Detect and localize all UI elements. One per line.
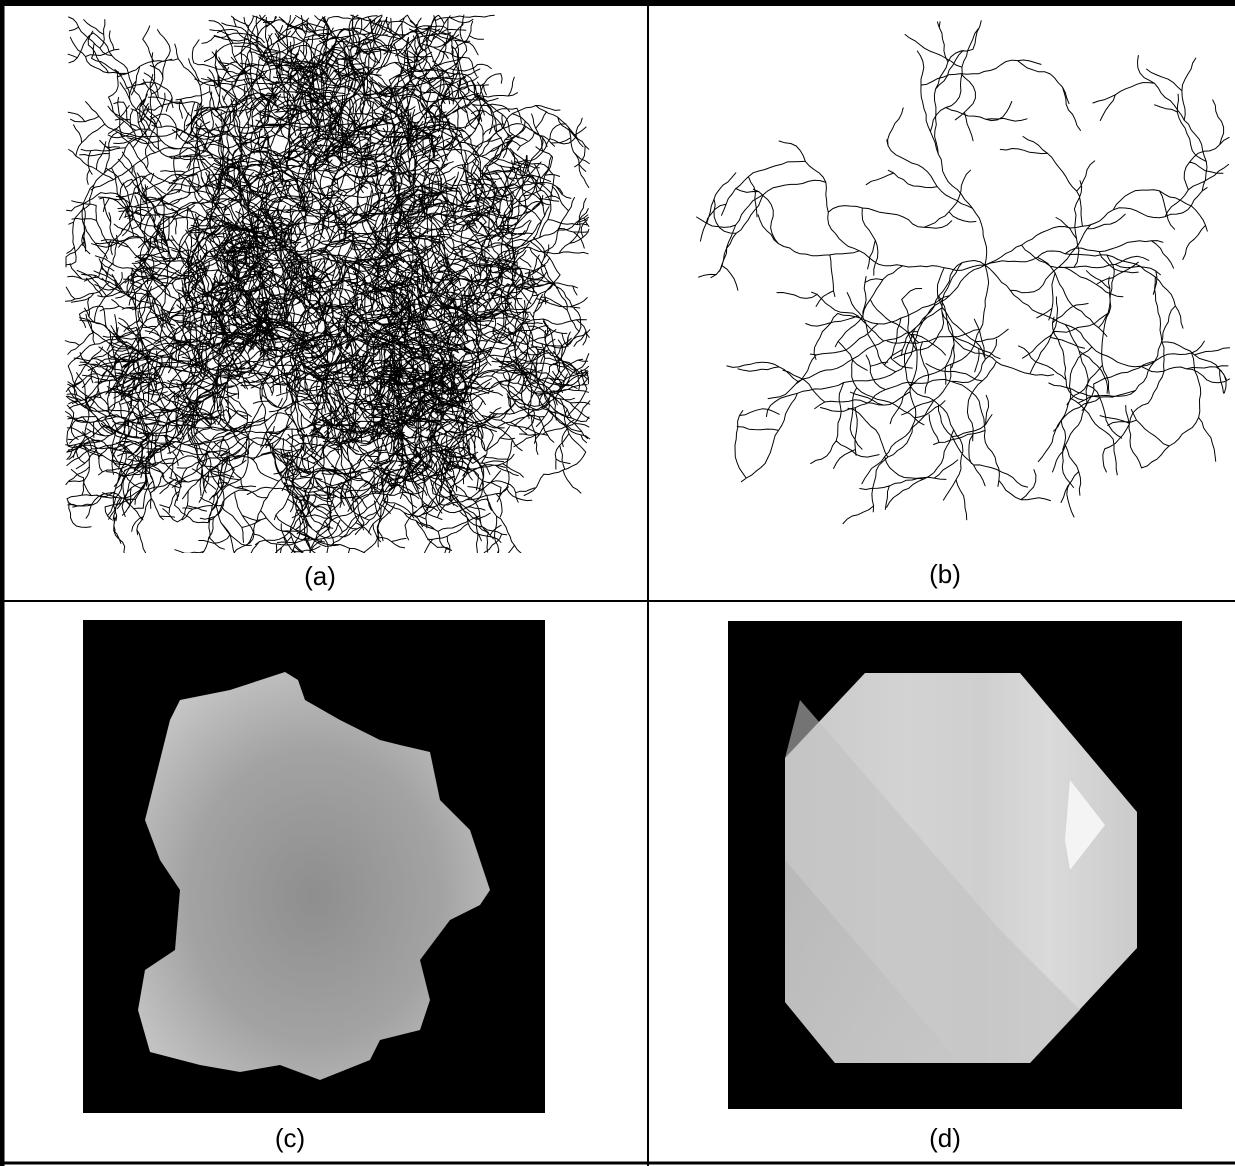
river-network (697, 21, 1230, 524)
page: {"panels": [{"label": "(a)"}, {"label": … (0, 0, 1235, 1166)
figure: (a) (b) (c) (d) (0, 0, 1235, 1166)
river-network (65, 15, 590, 560)
panel-label: (c) (275, 1123, 305, 1153)
panel-label: (a) (304, 561, 336, 591)
panel-label: (d) (929, 1123, 961, 1153)
panel-label: (b) (929, 559, 961, 589)
